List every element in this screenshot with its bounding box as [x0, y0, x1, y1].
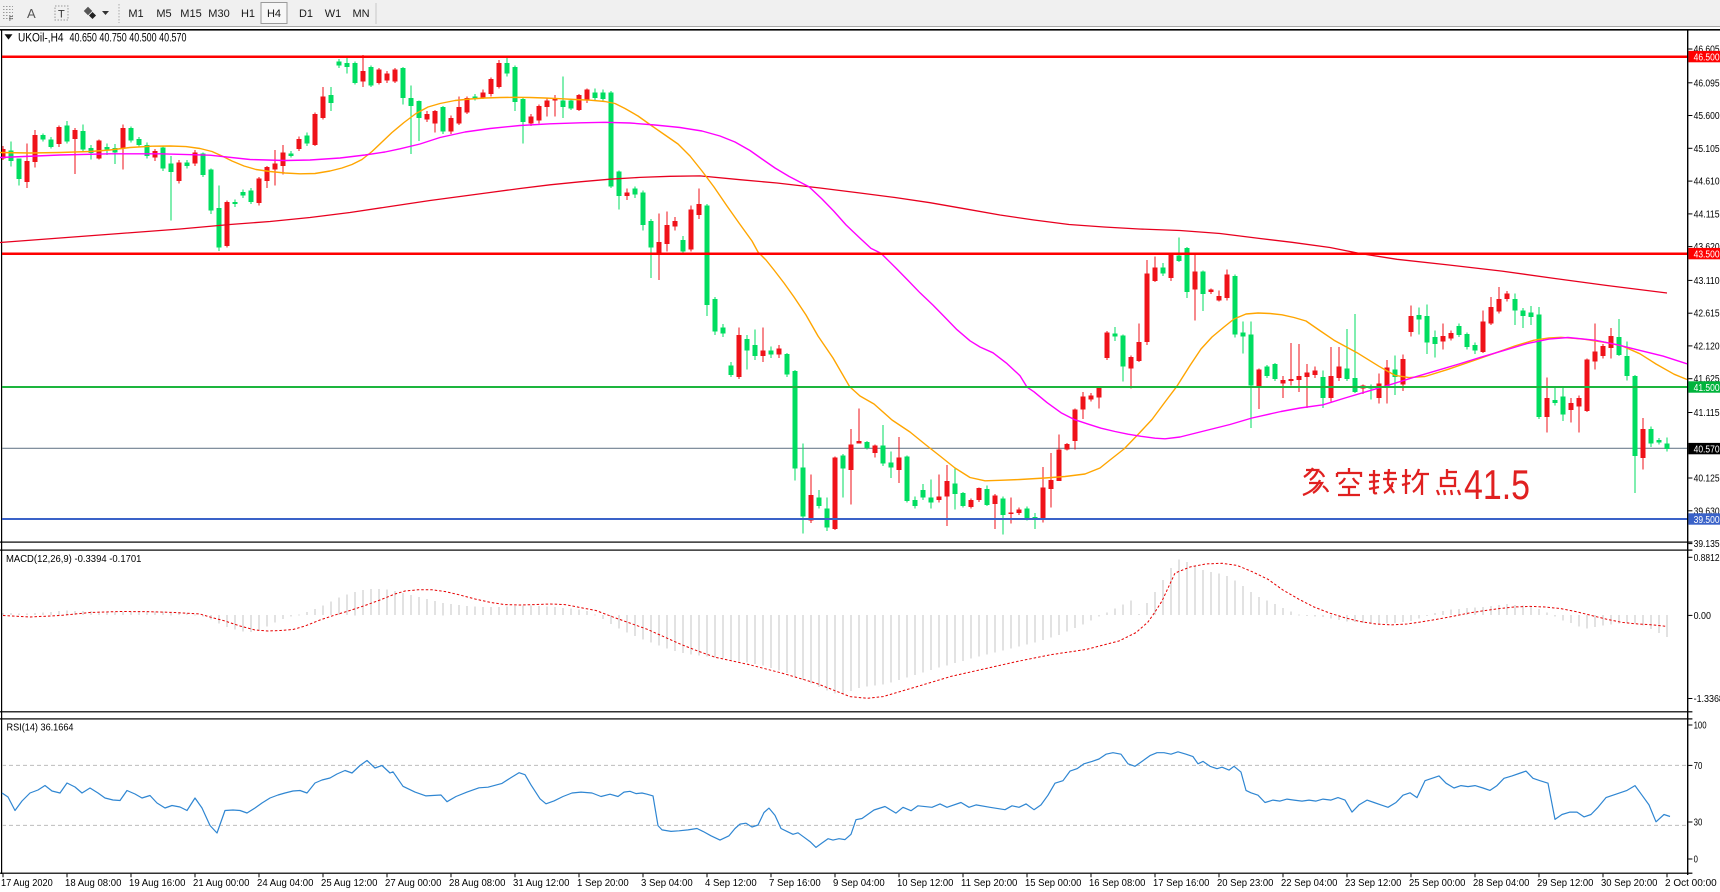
svg-text:45.600: 45.600 [1694, 111, 1720, 122]
svg-text:25 Sep 00:00: 25 Sep 00:00 [1409, 877, 1466, 889]
svg-text:45.105: 45.105 [1694, 144, 1720, 155]
svg-text:46.605: 46.605 [1694, 45, 1720, 56]
svg-text:MN: MN [352, 8, 369, 20]
svg-text:21 Aug 00:00: 21 Aug 00:00 [193, 877, 250, 889]
svg-text:3 Sep 04:00: 3 Sep 04:00 [641, 877, 693, 889]
svg-text:2 Oct 00:00: 2 Oct 00:00 [1665, 877, 1717, 889]
svg-text:19 Aug 16:00: 19 Aug 16:00 [129, 877, 186, 889]
svg-text:16 Sep 08:00: 16 Sep 08:00 [1089, 877, 1146, 889]
svg-text:1 Sep 20:00: 1 Sep 20:00 [577, 877, 629, 889]
svg-text:M5: M5 [156, 8, 171, 20]
svg-text:100: 100 [1694, 721, 1707, 732]
svg-text:UKOil-,H4: UKOil-,H4 [18, 32, 64, 44]
svg-text:30 Sep 20:00: 30 Sep 20:00 [1601, 877, 1658, 889]
svg-text:43.620: 43.620 [1694, 242, 1720, 253]
svg-text:D1: D1 [299, 8, 313, 20]
svg-text:4 Sep 12:00: 4 Sep 12:00 [705, 877, 757, 889]
svg-text:W1: W1 [325, 8, 342, 20]
svg-text:42.120: 42.120 [1694, 341, 1720, 352]
svg-text:31 Aug 12:00: 31 Aug 12:00 [513, 877, 570, 889]
svg-text:H1: H1 [241, 8, 255, 20]
svg-text:17 Sep 16:00: 17 Sep 16:00 [1153, 877, 1210, 889]
svg-text:-1.3368: -1.3368 [1694, 694, 1720, 705]
svg-text:22 Sep 04:00: 22 Sep 04:00 [1281, 877, 1338, 889]
svg-text:40.650 40.750 40.500 40.570: 40.650 40.750 40.500 40.570 [70, 32, 187, 44]
svg-text:43.500: 43.500 [1694, 249, 1720, 260]
svg-text:39.500: 39.500 [1694, 515, 1720, 526]
svg-text:28 Sep 04:00: 28 Sep 04:00 [1473, 877, 1530, 889]
svg-text:MACD(12,26,9) -0.3394 -0.1701: MACD(12,26,9) -0.3394 -0.1701 [6, 553, 142, 565]
svg-text:7 Sep 16:00: 7 Sep 16:00 [769, 877, 821, 889]
svg-text:0.00: 0.00 [1694, 611, 1712, 622]
svg-text:A: A [27, 6, 36, 21]
svg-text:18 Aug 08:00: 18 Aug 08:00 [65, 877, 122, 889]
svg-text:0: 0 [1694, 855, 1699, 866]
svg-text:70: 70 [1694, 761, 1703, 772]
svg-text:T: T [58, 9, 65, 21]
svg-text:F: F [9, 16, 13, 23]
svg-text:42.615: 42.615 [1694, 309, 1720, 320]
svg-text:28 Aug 08:00: 28 Aug 08:00 [449, 877, 506, 889]
svg-text:0.8812: 0.8812 [1694, 553, 1720, 564]
svg-text:M1: M1 [128, 8, 143, 20]
svg-text:17 Aug 2020: 17 Aug 2020 [1, 877, 53, 889]
svg-text:43.110: 43.110 [1694, 276, 1720, 287]
svg-text:RSI(14) 36.1664: RSI(14) 36.1664 [7, 722, 74, 734]
svg-text:20 Sep 23:00: 20 Sep 23:00 [1217, 877, 1274, 889]
svg-text:46.500: 46.500 [1694, 52, 1720, 63]
svg-text:46.095: 46.095 [1694, 78, 1720, 89]
svg-text:H4: H4 [267, 8, 281, 20]
svg-text:40.570: 40.570 [1694, 444, 1720, 455]
svg-text:41.5: 41.5 [1464, 461, 1530, 508]
svg-text:41.500: 41.500 [1694, 383, 1720, 394]
svg-text:23 Sep 12:00: 23 Sep 12:00 [1345, 877, 1402, 889]
svg-text:40.125: 40.125 [1694, 474, 1720, 485]
svg-text:44.610: 44.610 [1694, 177, 1720, 188]
svg-text:30: 30 [1694, 818, 1703, 829]
svg-text:44.115: 44.115 [1694, 209, 1720, 220]
svg-text:11 Sep 20:00: 11 Sep 20:00 [961, 877, 1018, 889]
svg-text:M15: M15 [180, 8, 201, 20]
svg-text:24 Aug 04:00: 24 Aug 04:00 [257, 877, 314, 889]
svg-text:27 Aug 00:00: 27 Aug 00:00 [385, 877, 442, 889]
svg-text:10 Sep 12:00: 10 Sep 12:00 [897, 877, 954, 889]
svg-text:9 Sep 04:00: 9 Sep 04:00 [833, 877, 885, 889]
svg-text:25 Aug 12:00: 25 Aug 12:00 [321, 877, 378, 889]
svg-text:39.135: 39.135 [1694, 539, 1720, 550]
svg-text:39.630: 39.630 [1694, 506, 1720, 517]
svg-text:29 Sep 12:00: 29 Sep 12:00 [1537, 877, 1594, 889]
svg-text:15 Sep 00:00: 15 Sep 00:00 [1025, 877, 1082, 889]
svg-text:M30: M30 [208, 8, 229, 20]
svg-text:41.115: 41.115 [1694, 408, 1720, 419]
svg-text:41.625: 41.625 [1694, 374, 1720, 385]
